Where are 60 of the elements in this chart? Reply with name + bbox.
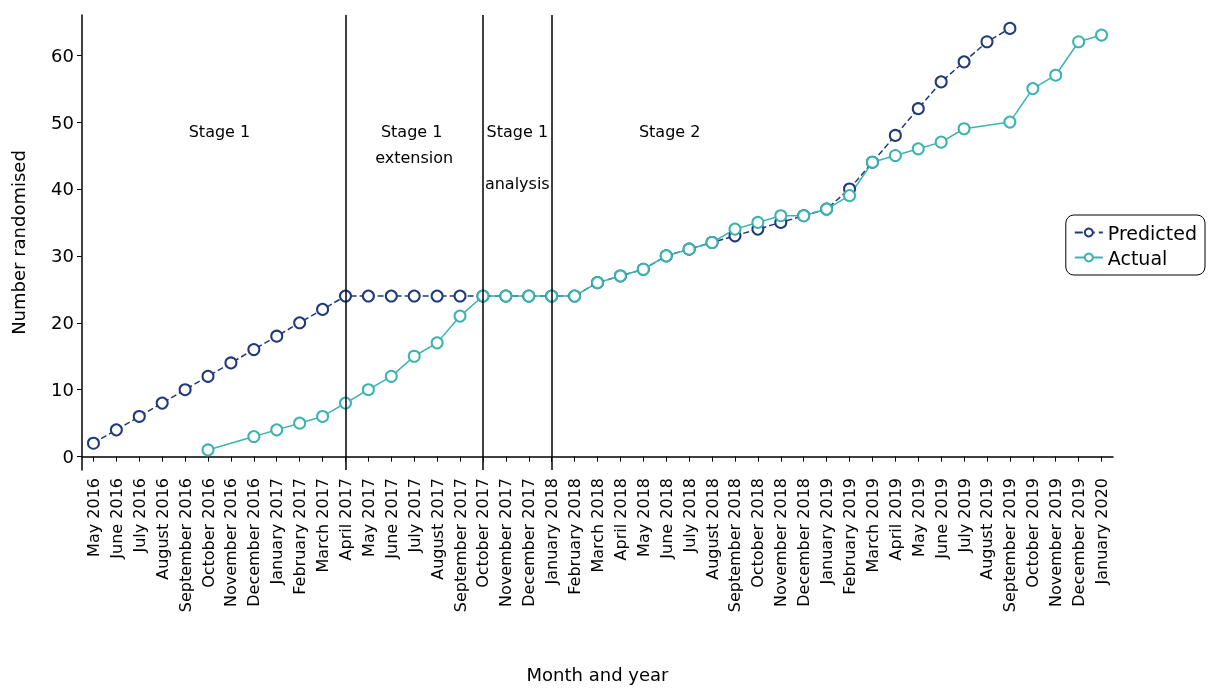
annotation: Stage 1 <box>188 121 251 141</box>
x-tick-label: November 2018 <box>771 478 791 608</box>
legend-label: Actual <box>1107 246 1168 269</box>
x-tick-label: September 2019 <box>1000 478 1020 613</box>
y-axis-title: Number randomised <box>7 150 29 335</box>
x-tick-label: October 2016 <box>198 478 218 588</box>
y-tick-label: 50 <box>51 111 74 133</box>
x-tick-label: February 2018 <box>565 478 585 595</box>
x-axis-title: Month and year <box>526 663 670 685</box>
x-tick-label: May 2016 <box>83 478 103 557</box>
x-tick-label: September 2017 <box>450 478 470 613</box>
x-tick-label: April 2018 <box>610 478 630 561</box>
x-tick-label: June 2016 <box>106 478 126 560</box>
y-tick-label: 0 <box>62 446 74 468</box>
text: Stage 1 analysis <box>484 121 550 193</box>
x-tick-label: February 2017 <box>290 478 310 595</box>
x-tick-label: December 2018 <box>794 478 814 607</box>
x-tick-label: August 2018 <box>702 478 722 580</box>
x-tick-label: November 2017 <box>496 478 516 608</box>
x-tick-label: January 2017 <box>267 478 287 586</box>
y-tick-label: 30 <box>51 245 74 267</box>
x-tick-label: July 2016 <box>129 478 149 554</box>
y-tick-label: 60 <box>51 44 74 66</box>
x-tick-label: May 2017 <box>358 478 378 557</box>
x-tick-label: November 2019 <box>1046 478 1066 608</box>
x-tick-label: August 2017 <box>427 478 447 580</box>
x-tick-label: August 2016 <box>152 478 172 580</box>
x-tick-label: March 2019 <box>862 478 882 573</box>
x-tick-label: July 2018 <box>679 478 699 554</box>
x-tick-label: January 2019 <box>817 478 837 586</box>
x-tick-label: June 2018 <box>656 478 676 560</box>
x-tick-label: May 2018 <box>633 478 653 557</box>
y-tick-label: 20 <box>51 312 74 334</box>
x-tick-label: January 2020 <box>1092 478 1112 586</box>
x-tick-label: August 2019 <box>977 478 997 580</box>
y-tick-label: 40 <box>51 178 74 200</box>
x-tick-label: October 2017 <box>473 478 493 588</box>
x-tick-label: April 2019 <box>885 478 905 561</box>
x-tick-label: November 2016 <box>221 478 241 608</box>
x-tick-label: October 2018 <box>748 478 768 588</box>
x-tick-label: February 2019 <box>840 478 860 595</box>
x-tick-label: June 2019 <box>931 478 951 560</box>
x-tick-label: December 2016 <box>244 478 264 607</box>
x-tick-label: December 2019 <box>1069 478 1089 607</box>
x-tick-label: September 2016 <box>175 478 195 613</box>
x-tick-label: May 2019 <box>908 478 928 557</box>
annotation: Stage 1 extension <box>375 121 454 167</box>
x-tick-label: March 2018 <box>588 478 607 573</box>
x-tick-label: March 2017 <box>313 478 333 573</box>
y-tick-label: 10 <box>51 379 74 401</box>
legend-label: Predicted <box>1107 221 1198 244</box>
x-tick-label: January 2018 <box>542 478 562 586</box>
x-tick-label: October 2019 <box>1023 478 1043 588</box>
x-tick-label: April 2017 <box>335 478 355 561</box>
x-tick-label: June 2017 <box>381 478 401 560</box>
x-tick-label: September 2018 <box>725 478 745 613</box>
x-tick-label: July 2017 <box>404 478 424 554</box>
annotation: Stage 2 <box>638 121 701 141</box>
x-tick-label: December 2017 <box>519 478 539 607</box>
x-tick-label: July 2019 <box>954 478 974 554</box>
